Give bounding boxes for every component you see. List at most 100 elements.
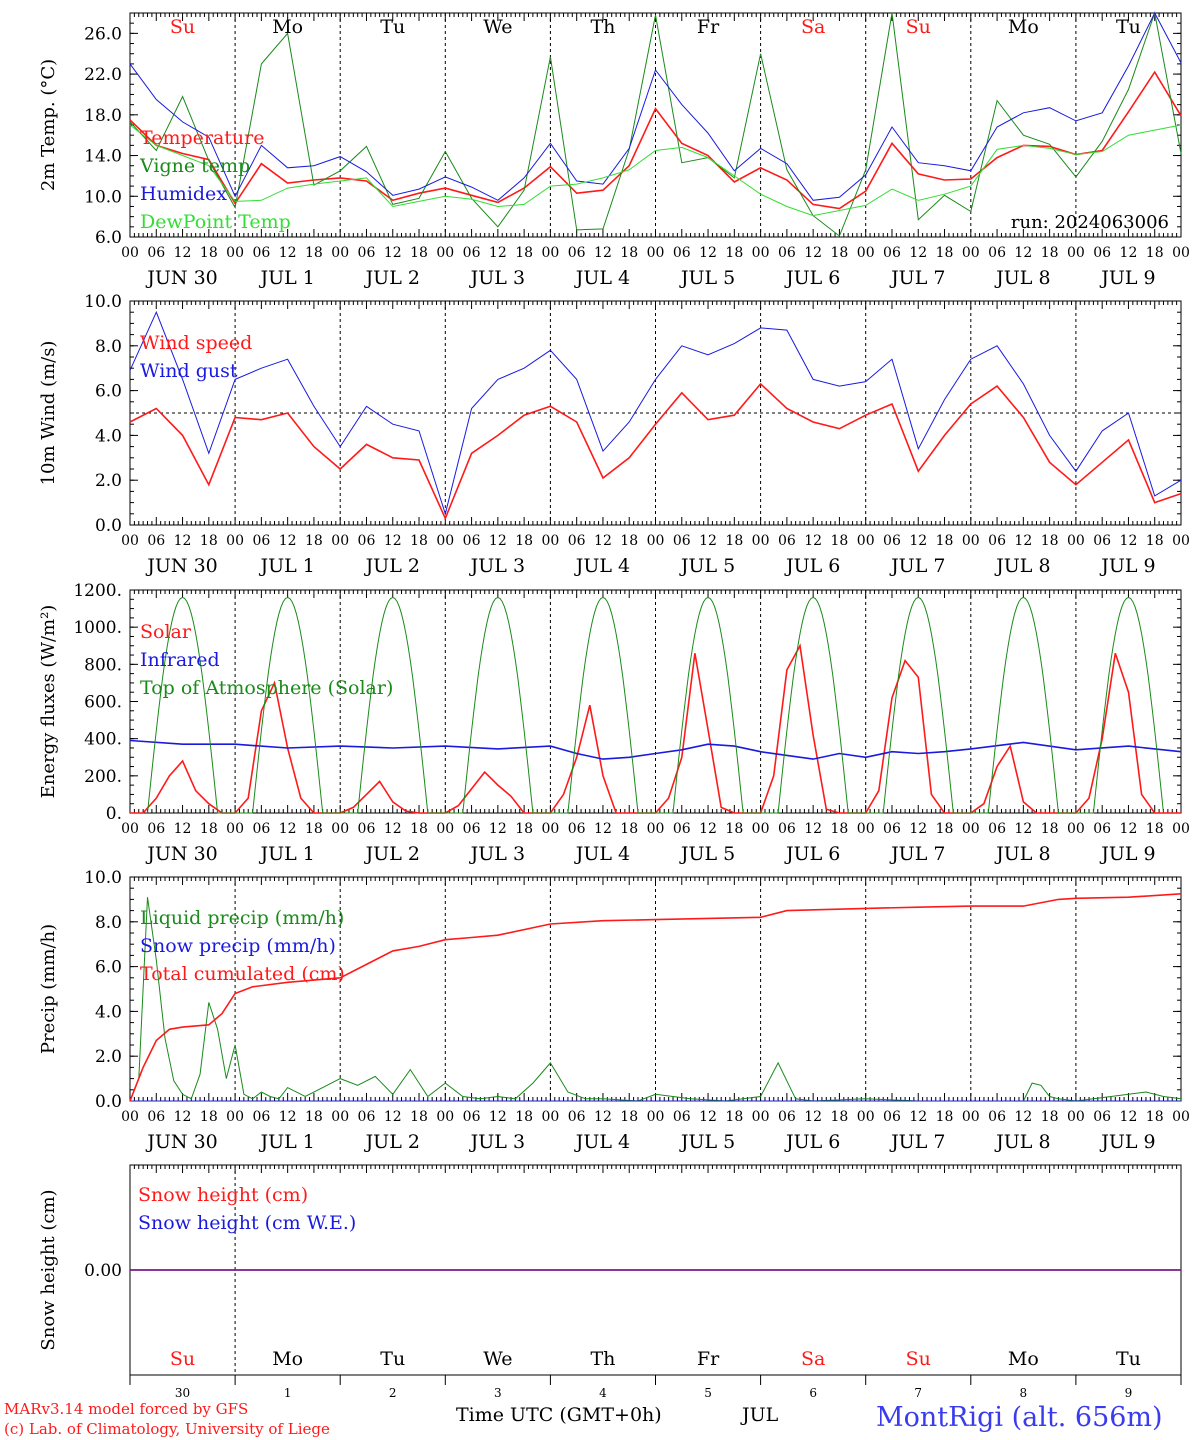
y-axis-label: Energy fluxes (W/m²)	[38, 605, 59, 799]
hour-tick-label: 06	[463, 1109, 481, 1125]
hour-tick-label: 00	[1172, 245, 1190, 261]
hour-tick-label: 00	[1067, 821, 1085, 837]
hour-tick-label: 12	[279, 245, 297, 261]
day-name: We	[483, 1348, 512, 1370]
y-tick-label: 400.	[84, 730, 122, 750]
y-tick-label: 10.0	[84, 187, 122, 207]
hour-tick-label: 00	[226, 245, 244, 261]
hour-tick-label: 18	[515, 821, 533, 837]
date-label: JUL 9	[1099, 1131, 1155, 1153]
hour-tick-label: 12	[384, 821, 402, 837]
day-name: Sa	[801, 16, 825, 38]
hour-tick-label: 00	[647, 245, 665, 261]
hour-tick-label: 12	[1014, 533, 1032, 549]
day-name: We	[483, 16, 512, 38]
date-label: JUL 7	[889, 1131, 945, 1153]
hour-tick-label: 06	[883, 245, 901, 261]
hour-tick-label: 00	[1067, 245, 1085, 261]
day-name: Mo	[1008, 16, 1039, 38]
legend-entry: DewPoint Temp	[140, 211, 291, 233]
hour-tick-label: 12	[594, 245, 612, 261]
hour-tick-label: 18	[410, 245, 428, 261]
y-tick-label: 0.	[106, 804, 122, 824]
hour-tick-label: 00	[121, 533, 139, 549]
date-label: JUL 1	[258, 555, 314, 577]
hour-tick-label: 00	[752, 533, 770, 549]
hour-tick-label: 18	[1041, 821, 1059, 837]
day-name: Su	[906, 1348, 931, 1370]
legend-entry: Total cumulated (cm)	[140, 963, 345, 985]
day-name: Su	[906, 16, 931, 38]
series-line-wind-speed	[129, 382, 1182, 521]
day-number: 9	[1125, 1386, 1133, 1400]
hour-tick-label: 06	[778, 821, 796, 837]
day-number: 8	[1020, 1386, 1028, 1400]
hour-tick-label: 12	[909, 1109, 927, 1125]
date-label: JUL 9	[1099, 843, 1155, 865]
hour-tick-label: 06	[147, 533, 165, 549]
day-number: 6	[809, 1386, 817, 1400]
y-axis-label: 2m Temp. (°C)	[38, 59, 59, 191]
series-line-infrared	[129, 739, 1182, 760]
date-label: JUL 3	[469, 555, 525, 577]
hour-tick-label: 18	[936, 1109, 954, 1125]
y-tick-label: 26.0	[84, 24, 122, 44]
y-tick-label: 6.0	[95, 228, 122, 248]
hour-tick-label: 00	[647, 533, 665, 549]
hour-tick-label: 18	[200, 533, 218, 549]
day-name: Su	[170, 1348, 195, 1370]
hour-tick-label: 12	[1014, 821, 1032, 837]
hour-tick-label: 12	[174, 533, 192, 549]
hour-tick-label: 18	[620, 821, 638, 837]
hour-tick-label: 06	[778, 245, 796, 261]
day-name: Th	[590, 1348, 615, 1370]
hour-tick-label: 18	[1041, 533, 1059, 549]
y-tick-label: 10.0	[84, 868, 122, 888]
hour-tick-label: 18	[725, 821, 743, 837]
hour-tick-label: 00	[121, 245, 139, 261]
y-tick-label: 6.0	[95, 382, 122, 402]
hour-tick-label: 00	[436, 245, 454, 261]
series-line-vigne-temp	[129, 11, 1182, 237]
y-tick-label: 1200.	[73, 581, 122, 601]
y-tick-label: 0.0	[95, 1092, 122, 1112]
hour-tick-label: 18	[200, 245, 218, 261]
hour-tick-label: 06	[147, 1109, 165, 1125]
hour-tick-label: 06	[252, 245, 270, 261]
date-label: JUN 30	[145, 555, 217, 577]
hour-tick-label: 18	[620, 1109, 638, 1125]
legend-entry: Solar	[140, 621, 192, 643]
hour-tick-label: 00	[1172, 533, 1190, 549]
day-number: 4	[599, 1386, 607, 1400]
legend-entry: Top of Atmosphere (Solar)	[140, 677, 393, 699]
legend-entry: Humidex	[140, 183, 227, 205]
hour-tick-label: 00	[331, 1109, 349, 1125]
hour-tick-label: 00	[857, 821, 875, 837]
hour-tick-label: 06	[252, 821, 270, 837]
y-tick-label: 4.0	[95, 1002, 122, 1022]
y-tick-label: 200.	[84, 767, 122, 787]
time-axis-label: Time UTC (GMT+0h)	[456, 1404, 662, 1426]
hour-tick-label: 06	[988, 245, 1006, 261]
hour-tick-label: 06	[568, 533, 586, 549]
hour-tick-label: 18	[1041, 1109, 1059, 1125]
series-line-dewpoint-temp	[129, 124, 1182, 217]
y-tick-label: 1000.	[73, 618, 122, 638]
hour-tick-label: 12	[174, 245, 192, 261]
hour-tick-label: 12	[489, 821, 507, 837]
hour-tick-label: 12	[279, 533, 297, 549]
hour-tick-label: 18	[1146, 1109, 1164, 1125]
hour-tick-label: 00	[226, 1109, 244, 1125]
y-axis-label: Snow height (cm)	[38, 1189, 59, 1350]
hour-tick-label: 00	[226, 821, 244, 837]
hour-tick-label: 06	[463, 245, 481, 261]
hour-tick-label: 18	[725, 1109, 743, 1125]
hour-tick-label: 18	[1146, 533, 1164, 549]
hour-tick-label: 06	[358, 245, 376, 261]
hour-tick-label: 12	[279, 821, 297, 837]
month-label: JUL	[742, 1404, 779, 1426]
date-label: JUN 30	[145, 1131, 217, 1153]
hour-tick-label: 00	[752, 1109, 770, 1125]
hour-tick-label: 18	[1146, 245, 1164, 261]
hour-tick-label: 12	[384, 245, 402, 261]
